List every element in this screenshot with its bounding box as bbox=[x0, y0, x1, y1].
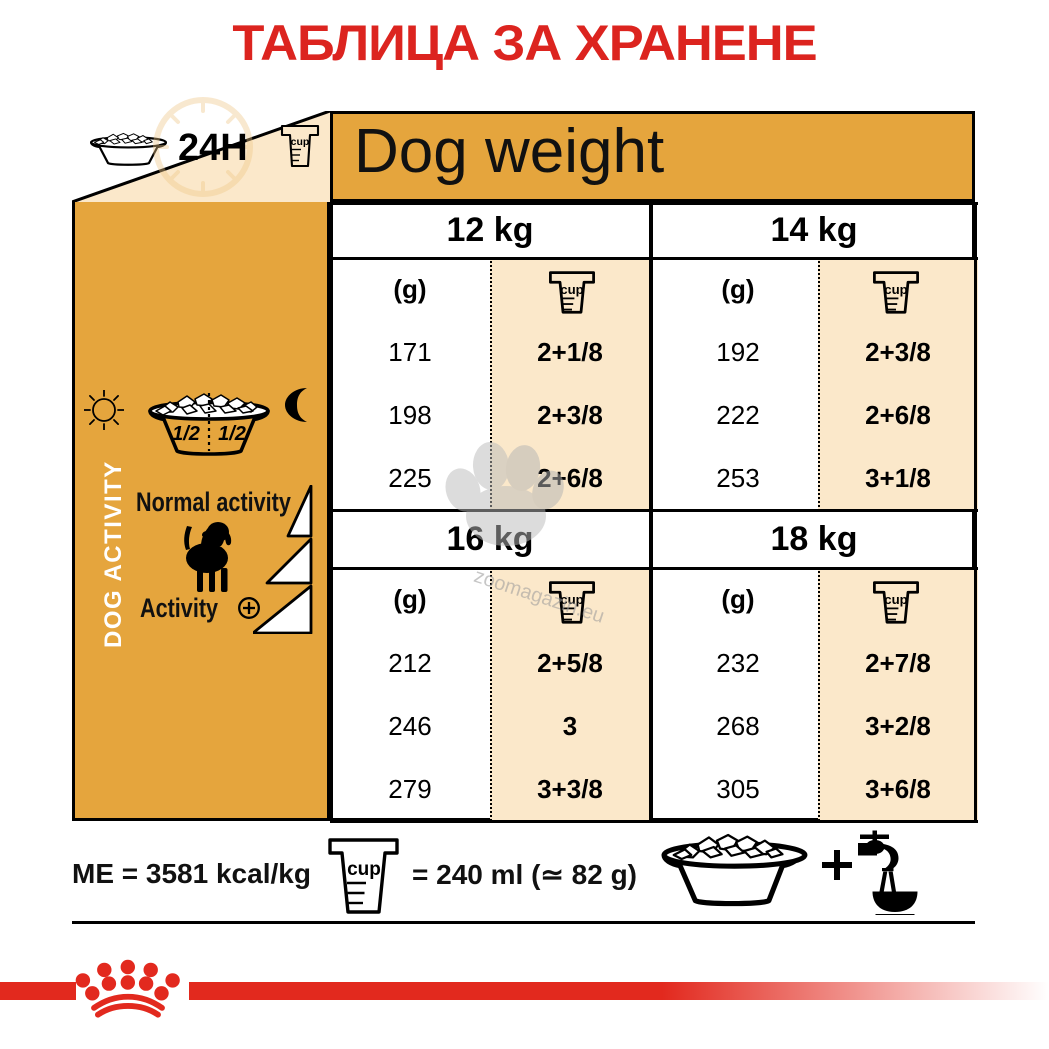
svg-text:1/2: 1/2 bbox=[172, 423, 200, 445]
svg-text:1/2: 1/2 bbox=[218, 423, 246, 445]
svg-text:cup: cup bbox=[884, 282, 907, 297]
svg-text:cup: cup bbox=[291, 136, 310, 148]
svg-text:cup: cup bbox=[884, 592, 907, 607]
svg-text:cup: cup bbox=[560, 282, 583, 297]
svg-text:cup: cup bbox=[347, 859, 381, 880]
